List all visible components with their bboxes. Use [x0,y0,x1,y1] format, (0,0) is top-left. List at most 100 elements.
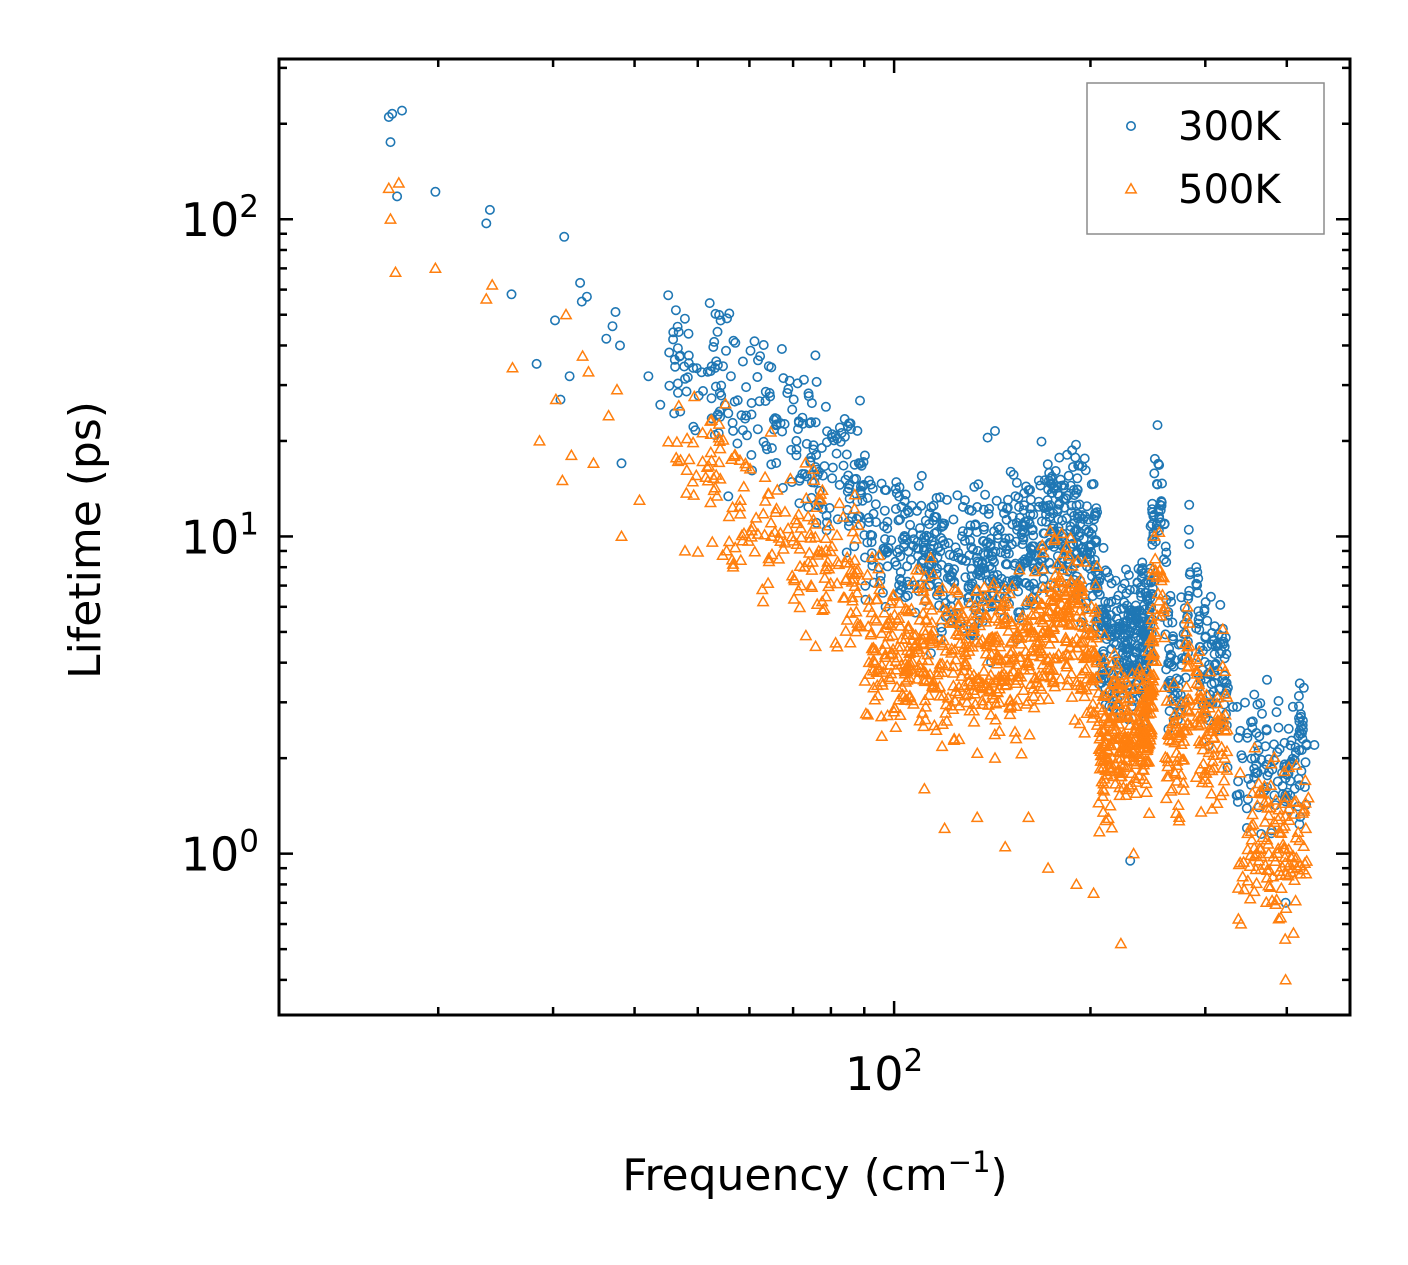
data-point [1147,529,1161,542]
data-point [848,488,862,500]
data-point [882,561,893,572]
data-point [687,488,701,500]
data-point [1128,682,1142,694]
data-point [700,460,714,472]
data-point [1180,612,1194,624]
data-point [865,550,879,563]
data-point [1058,483,1069,494]
data-point [1209,677,1220,688]
data-point [922,688,936,701]
data-point [762,554,776,567]
data-point [1147,668,1161,680]
data-point [1274,911,1288,923]
data-point [1131,606,1142,617]
data-point [1019,500,1030,511]
data-point [737,356,748,367]
data-point [841,547,852,558]
data-point [1269,790,1280,801]
data-point [923,559,934,570]
data-point [682,452,696,465]
data-point [1250,846,1264,859]
data-point [925,648,936,659]
data-point [909,563,923,575]
data-point [976,697,990,709]
data-point [954,611,968,624]
data-point [998,612,1012,625]
data-point [712,326,723,337]
data-point [792,584,806,596]
data-point [1145,683,1159,696]
data-point [1279,973,1293,985]
y-axis-label: Lifetime (ps) [60,401,111,679]
data-point [1190,667,1204,679]
data-point [1250,876,1264,889]
data-point [1123,569,1134,580]
data-point [807,473,821,485]
data-point [1094,589,1105,600]
data-point [905,693,919,706]
data-point [849,532,863,544]
data-point [691,545,705,557]
data-point [884,618,898,630]
data-point [1271,842,1285,854]
data-point [849,605,863,617]
data-point [1192,567,1203,578]
data-point [1064,531,1078,543]
data-point [893,619,907,631]
data-point [893,596,907,608]
data-point [872,576,886,589]
data-point [1210,658,1221,669]
data-point [1157,570,1171,583]
data-point [1177,783,1191,795]
data-point [959,632,973,644]
data-point [1070,577,1084,589]
data-point [712,417,726,429]
data-point [1056,563,1070,575]
data-point [1146,562,1160,574]
data-point [679,313,690,324]
data-point [717,361,728,372]
data-point [1073,539,1084,550]
data-point [1272,912,1286,924]
data-point [879,621,893,633]
data-point [1062,616,1076,628]
data-point [984,708,998,720]
data-point [1119,578,1130,589]
data-point [389,265,402,278]
data-point [946,666,960,678]
data-point [1010,693,1024,705]
data-point [762,487,776,499]
data-point [1129,757,1143,769]
data-point [826,432,837,443]
data-point [1022,810,1035,823]
data-point [1293,690,1304,701]
data-point [945,642,959,654]
data-point [1267,750,1281,763]
data-point [675,406,686,417]
data-point [1140,755,1154,767]
data-point [879,534,890,545]
data-point [1262,674,1273,685]
data-point [891,477,902,488]
data-point [947,732,961,744]
data-point [382,181,396,194]
data-point [843,556,857,568]
data-point [916,557,927,568]
data-point [808,444,819,455]
data-point [1219,687,1233,699]
data-point [1177,753,1191,765]
data-point [1282,813,1296,825]
data-point [1051,591,1065,603]
data-point [1177,724,1191,736]
data-point [882,629,896,642]
data-point [688,362,699,373]
data-point [1184,499,1195,510]
data-point [890,503,901,514]
data-point [861,708,875,720]
data-point [992,670,1006,682]
data-point [974,566,985,577]
data-point [897,534,908,545]
data-point [555,473,569,486]
data-point [846,524,860,537]
data-point [1300,757,1311,768]
